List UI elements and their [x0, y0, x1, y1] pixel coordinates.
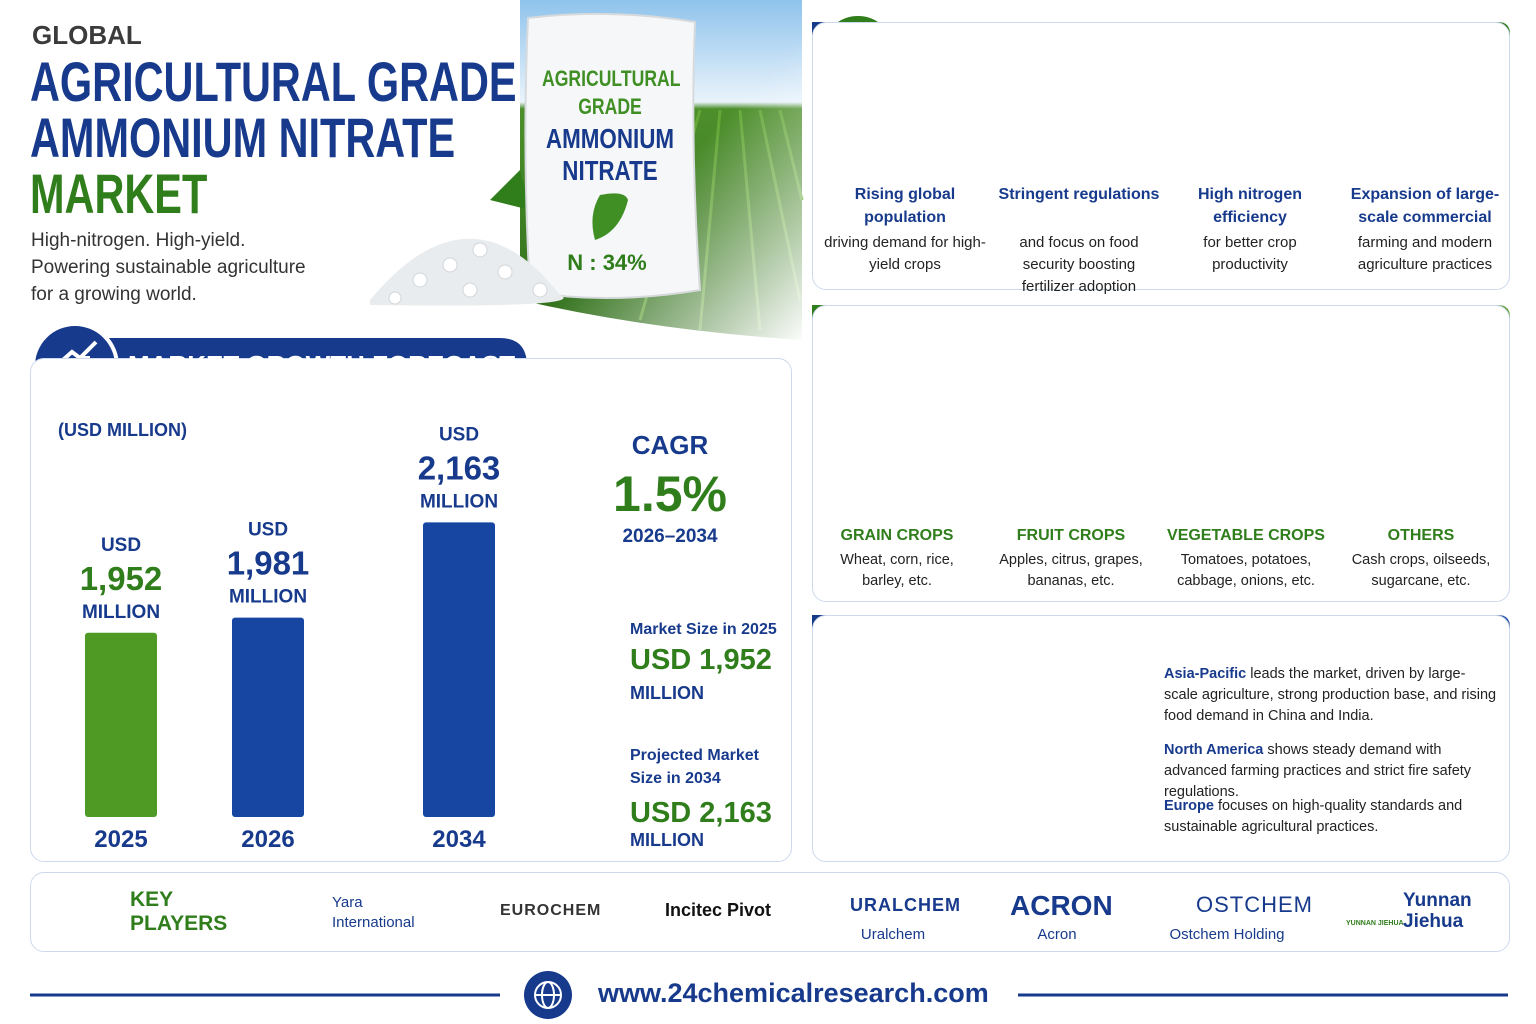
company-logo: ACRON	[1010, 890, 1113, 921]
tagline-line: Powering sustainable agriculture	[31, 257, 306, 278]
market-size-label: Market Size in 2025	[630, 621, 777, 638]
company-name: Yunnan Jiehua	[1403, 890, 1472, 932]
cagr-period: 2026–2034	[622, 526, 718, 547]
bag-text: NITRATE	[562, 155, 658, 186]
company-logo: YARA	[291, 918, 322, 930]
market-size-label: Projected Market Size in 2034	[630, 747, 759, 787]
bag-text: GRADE	[578, 94, 642, 119]
title-line: AMMONIUM NITRATE	[30, 106, 456, 169]
company-name: Ostchem Holding	[1169, 926, 1285, 943]
application-name: VEGETABLE CROPS	[1167, 527, 1325, 544]
region-text: leads the market, driven by large-scale …	[1164, 666, 1497, 724]
players-title: PLAYERS	[130, 912, 228, 935]
driver-text: driving demand for high-yield crops	[824, 234, 986, 273]
driver-heading: High nitrogen efficiency	[1198, 186, 1302, 226]
eyebrow: GLOBAL	[32, 20, 142, 50]
company-name: Yara International	[332, 894, 415, 931]
company-name: Uralchem	[860, 926, 926, 943]
company-logo: OSTCHEM	[1196, 892, 1313, 917]
application-text: Cash crops, oilseeds, sugarcane, etc.	[1351, 552, 1491, 589]
region-name: Asia-Pacific	[1164, 666, 1247, 682]
players-panel	[30, 872, 1510, 952]
driver-text: for better crop productivity	[1203, 234, 1297, 273]
title-line: AGRICULTURAL GRADE	[30, 50, 517, 113]
value-prefix: USD	[101, 535, 141, 556]
bag-text: AMMONIUM	[545, 123, 675, 154]
application-name: OTHERS	[1387, 527, 1455, 544]
company-logo: URALCHEM	[850, 895, 961, 915]
value-suffix: MILLION	[229, 587, 307, 608]
region-text: focuses on high-quality standards and su…	[1164, 798, 1463, 835]
driver-text: farming and modern agriculture practices	[1357, 234, 1493, 273]
market-size-unit: MILLION	[630, 683, 704, 703]
regional-item: Asia-Pacific leads the market, driven by …	[1164, 664, 1499, 727]
value-label: 2,163	[418, 449, 501, 486]
bar	[232, 617, 304, 817]
driver-text: and focus on food security boosting fert…	[1019, 234, 1139, 295]
bag-nitrogen: N : 34%	[567, 250, 647, 275]
x-tick-label: 2034	[432, 826, 486, 853]
bag-text: AGRICULTURAL	[542, 66, 681, 91]
value-label: 1,952	[80, 560, 163, 597]
driver-heading: Stringent regulations	[998, 186, 1160, 203]
x-tick-label: 2025	[94, 826, 147, 853]
bar	[423, 522, 495, 817]
tagline-line: for a growing world.	[31, 284, 197, 305]
tagline-line: High-nitrogen. High-yield.	[31, 230, 246, 251]
regional-item: Europe focuses on high-quality standards …	[1164, 796, 1499, 838]
value-prefix: USD	[439, 424, 479, 445]
market-size-unit: MILLION	[630, 830, 704, 850]
application-text: Wheat, corn, rice, barley, etc.	[840, 552, 954, 589]
application-text: Apples, citrus, grapes, bananas, etc.	[999, 552, 1143, 589]
company-name: Incitec Pivot	[665, 900, 772, 920]
applications-title: KEY APPLICATIONS	[830, 313, 1043, 338]
driver-heading: Rising global population	[854, 186, 956, 226]
y-axis-label: (USD MILLION)	[58, 420, 187, 440]
applications-panel	[812, 305, 1510, 602]
cagr-value: 1.5%	[613, 466, 727, 522]
market-size-value: USD 2,163	[630, 797, 772, 829]
company-name: Acron	[1037, 926, 1077, 943]
regional-panel	[812, 615, 1510, 862]
cagr-label: CAGR	[631, 430, 709, 460]
value-suffix: MILLION	[82, 602, 160, 623]
value-prefix: USD	[248, 520, 288, 541]
value-label: 1,981	[227, 545, 310, 582]
application-name: GRAIN CROPS	[840, 527, 954, 544]
regional-title: KEGIONAL INSIGHTS	[830, 621, 1056, 646]
company-logo: YUNNAN JIEHUA	[1346, 920, 1404, 927]
driver-heading: Expansion of large-scale commercial	[1350, 186, 1500, 226]
company-name: EuroChem	[500, 902, 602, 919]
chart-title: MARKET GROWTH FORECAST	[128, 350, 516, 380]
region-name: North America	[1164, 742, 1264, 758]
region-name: Europe	[1164, 798, 1214, 814]
players-title: KEY	[130, 888, 174, 911]
regional-item: North America shows steady demand with ad…	[1164, 740, 1499, 803]
application-text: Tomatoes, potatoes, cabbage, onions, etc…	[1177, 552, 1315, 589]
title-line: MARKET	[30, 162, 208, 225]
market-size-value: USD 1,952	[630, 644, 772, 676]
application-name: FRUIT CROPS	[1016, 527, 1126, 544]
value-suffix: MILLION	[420, 491, 498, 512]
drivers-panel	[812, 22, 1510, 290]
footer-url: www.24chemicalresearch.com	[598, 978, 989, 1008]
drivers-title: KEY GROWTH DRIVERS	[915, 35, 1240, 66]
region-text: shows steady demand with advanced farmin…	[1164, 742, 1472, 800]
x-tick-label: 2026	[241, 826, 294, 853]
bar	[85, 632, 157, 817]
